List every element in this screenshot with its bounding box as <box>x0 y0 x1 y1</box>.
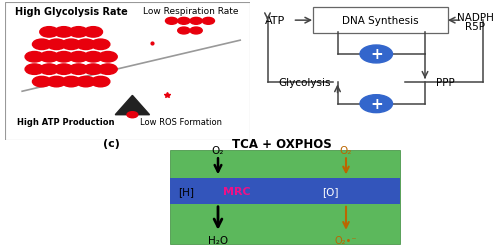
Circle shape <box>32 40 51 50</box>
Circle shape <box>69 28 88 38</box>
Text: O₂: O₂ <box>212 145 224 155</box>
FancyBboxPatch shape <box>312 8 448 34</box>
Circle shape <box>25 65 44 75</box>
Text: High Glycolysis Rate: High Glycolysis Rate <box>15 6 128 16</box>
Circle shape <box>32 77 51 88</box>
Circle shape <box>202 18 214 25</box>
Circle shape <box>76 40 95 50</box>
Text: PPP: PPP <box>436 77 454 87</box>
Circle shape <box>98 52 117 63</box>
Circle shape <box>54 52 73 63</box>
Text: [O]: [O] <box>322 186 338 196</box>
Circle shape <box>54 65 73 75</box>
Circle shape <box>84 52 102 63</box>
Circle shape <box>360 95 392 113</box>
Circle shape <box>76 77 95 88</box>
Text: O₂: O₂ <box>340 145 352 155</box>
Bar <box>170 179 400 204</box>
Circle shape <box>62 77 80 88</box>
Circle shape <box>69 52 88 63</box>
Circle shape <box>190 18 202 25</box>
Circle shape <box>178 18 190 25</box>
Circle shape <box>40 65 58 75</box>
Circle shape <box>127 112 138 118</box>
Text: DNA Synthesis: DNA Synthesis <box>342 16 418 26</box>
Text: MRC: MRC <box>224 186 251 196</box>
Text: Glycolysis: Glycolysis <box>279 77 331 87</box>
Text: [H]: [H] <box>178 186 194 196</box>
Circle shape <box>91 40 110 50</box>
Circle shape <box>47 40 66 50</box>
Circle shape <box>98 65 117 75</box>
Circle shape <box>84 65 102 75</box>
Bar <box>170 150 400 244</box>
Text: O₂•⁻: O₂•⁻ <box>335 235 357 245</box>
Text: (c): (c) <box>103 138 120 148</box>
Text: ATP: ATP <box>265 16 285 26</box>
Text: +: + <box>370 97 382 112</box>
Circle shape <box>62 40 80 50</box>
Text: R5P: R5P <box>465 22 485 32</box>
Circle shape <box>25 52 44 63</box>
Circle shape <box>40 28 58 38</box>
Circle shape <box>91 77 110 88</box>
Text: H₂O: H₂O <box>208 235 228 245</box>
Polygon shape <box>115 96 150 115</box>
Text: +: + <box>370 47 382 62</box>
Text: Low Respiration Rate: Low Respiration Rate <box>144 6 239 16</box>
Text: NADPH: NADPH <box>456 13 494 23</box>
Text: High ATP Production: High ATP Production <box>17 118 115 126</box>
Circle shape <box>360 46 392 64</box>
Text: Low ROS Formation: Low ROS Formation <box>140 118 222 126</box>
Circle shape <box>40 52 58 63</box>
Circle shape <box>69 65 88 75</box>
Circle shape <box>178 28 190 35</box>
Circle shape <box>54 28 73 38</box>
Circle shape <box>190 28 202 35</box>
Circle shape <box>84 28 102 38</box>
Circle shape <box>166 18 177 25</box>
Text: TCA + OXPHOS: TCA + OXPHOS <box>232 137 332 150</box>
Circle shape <box>47 77 66 88</box>
